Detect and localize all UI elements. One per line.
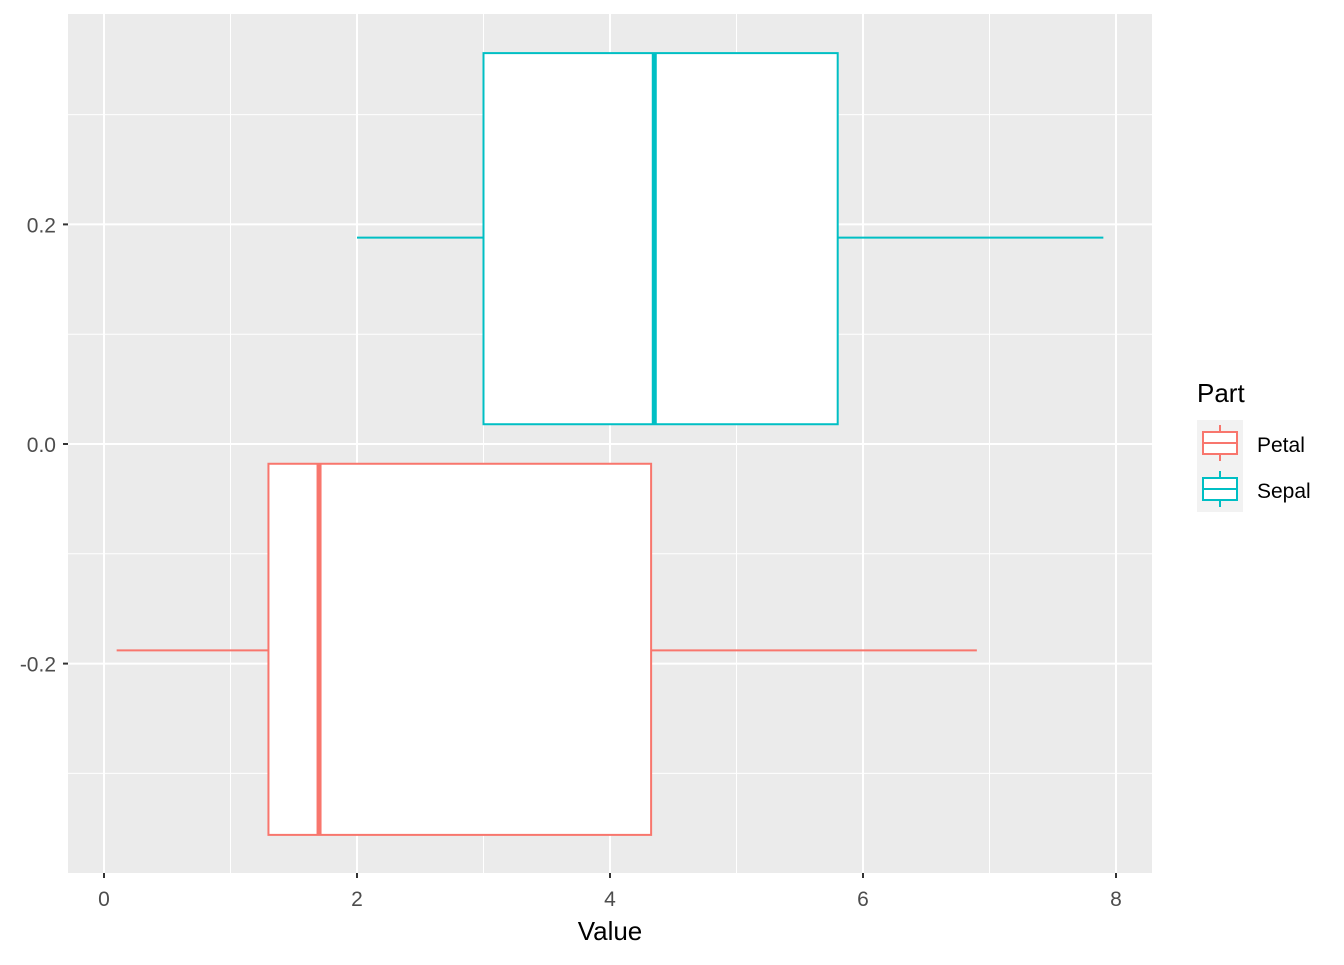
y-tick-label: 0.0 bbox=[27, 434, 56, 457]
legend: Part Petal Sepal bbox=[1197, 378, 1311, 512]
petal-box bbox=[267, 462, 653, 836]
legend-label-sepal: Sepal bbox=[1257, 480, 1311, 503]
x-tick-label: 2 bbox=[351, 888, 363, 911]
y-tick-label: 0.2 bbox=[27, 214, 56, 237]
x-tick-label: 4 bbox=[604, 888, 616, 911]
legend-title: Part bbox=[1197, 378, 1245, 408]
legend-label-petal: Petal bbox=[1257, 434, 1305, 457]
y-tick-label: -0.2 bbox=[20, 654, 56, 677]
x-tick-label: 8 bbox=[1110, 888, 1122, 911]
x-axis-label: Value bbox=[578, 916, 643, 946]
x-tick-label: 6 bbox=[857, 888, 869, 911]
sepal-box bbox=[482, 52, 839, 426]
x-tick-label: 0 bbox=[98, 888, 110, 911]
